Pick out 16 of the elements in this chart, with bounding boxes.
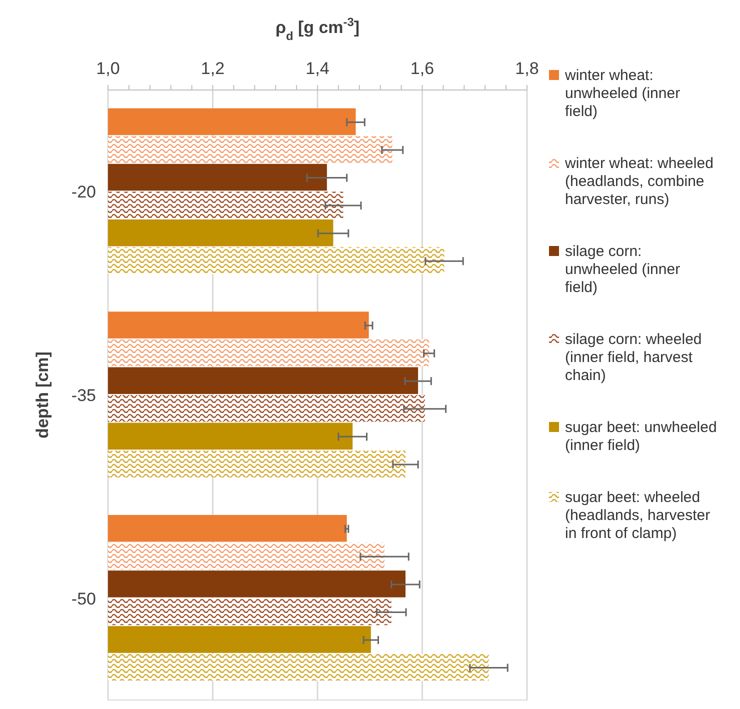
y-tick-label: -35 — [71, 386, 96, 405]
y-tick-label: -20 — [71, 182, 96, 202]
x-axis-title: ρ$_{d}$ [g cm$^{-3}$] — [275, 15, 360, 43]
legend-label: silage corn: unwheeled (inner field) — [565, 243, 680, 296]
x-tick-label: 1,8 — [515, 59, 539, 78]
legend-label: winter wheat: wheeled (headlands, combine harvester, runs) — [564, 155, 714, 208]
legend-label: sugar beet: unwheeled (inner field) — [565, 419, 717, 454]
x-tick-label: 1,6 — [410, 59, 434, 78]
legend-label: winter wheat: unwheeled (inner field) — [564, 67, 680, 120]
x-tick-label: 1,4 — [306, 59, 330, 78]
x-tick-label: 1,2 — [200, 59, 225, 78]
y-axis-title: depth [cm] — [33, 352, 52, 438]
legend-label: silage corn: wheeled (inner field, harvest chain) — [565, 331, 702, 384]
x-tick-label: 1,0 — [96, 59, 120, 78]
legend-label: sugar beet: wheeled (headlands, harvester in front of clamp) — [565, 489, 710, 542]
y-tick-label: -50 — [71, 589, 96, 608]
